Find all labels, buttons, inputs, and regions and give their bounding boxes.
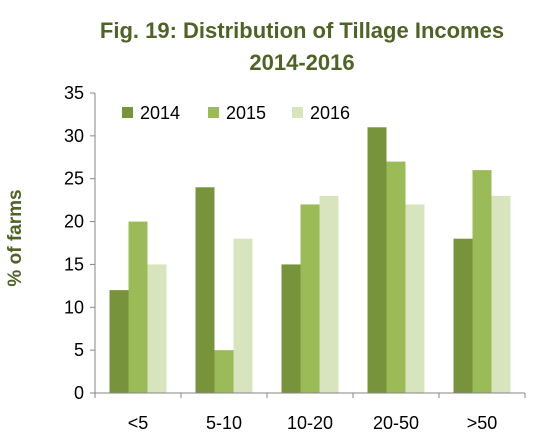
- y-axis: 0 5 10 15 20 25 30 35: [64, 83, 96, 403]
- x-tick-label: 10-20: [287, 413, 333, 433]
- legend-swatch-2016: [292, 107, 303, 118]
- chart-title: Fig. 19: Distribution of Tillage Incomes: [100, 18, 504, 43]
- bar-2016-20-50: [405, 204, 425, 393]
- bar-2014-5-10: [195, 187, 215, 393]
- bar-2016-5-10: [233, 238, 253, 393]
- bar-2015-10-20: [300, 204, 320, 393]
- bar-2015->50: [472, 170, 492, 393]
- legend-swatch-2015: [208, 107, 219, 118]
- x-tick-label: 5-10: [206, 413, 242, 433]
- bar-2016-10-20: [319, 195, 339, 393]
- bar-2014->50: [453, 238, 473, 393]
- bar-2015-20-50: [386, 161, 406, 393]
- y-tick-label: 10: [64, 297, 84, 317]
- bar-2016->50: [491, 195, 511, 393]
- y-tick-label: 5: [74, 340, 84, 360]
- legend-label-2014: 2014: [140, 103, 180, 123]
- x-tick-label: <5: [128, 413, 149, 433]
- y-axis-label: % of farms: [5, 189, 26, 286]
- bar-2016-<5: [147, 264, 167, 393]
- y-tick-label: 15: [64, 254, 84, 274]
- legend-label-2016: 2016: [310, 103, 350, 123]
- chart-subtitle: 2014-2016: [249, 50, 354, 75]
- x-tick-label: 20-50: [373, 413, 419, 433]
- bar-2015-5-10: [214, 350, 234, 393]
- legend-swatch-2014: [122, 107, 133, 118]
- bar-2015-<5: [128, 221, 148, 393]
- y-tick-label: 30: [64, 126, 84, 146]
- x-axis: <5 5-10 10-20 20-50 >50: [94, 392, 526, 433]
- legend: 2014 2015 2016: [122, 103, 350, 123]
- y-tick-label: 0: [74, 383, 84, 403]
- x-tick-label: >50: [467, 413, 498, 433]
- y-tick-label: 20: [64, 212, 84, 232]
- bar-2014-10-20: [281, 264, 301, 393]
- y-tick-label: 35: [64, 83, 84, 103]
- legend-label-2015: 2015: [226, 103, 266, 123]
- bar-2014-20-50: [367, 127, 387, 394]
- y-tick-label: 25: [64, 169, 84, 189]
- bar-2014-<5: [109, 290, 129, 393]
- bars-layer: [109, 127, 511, 394]
